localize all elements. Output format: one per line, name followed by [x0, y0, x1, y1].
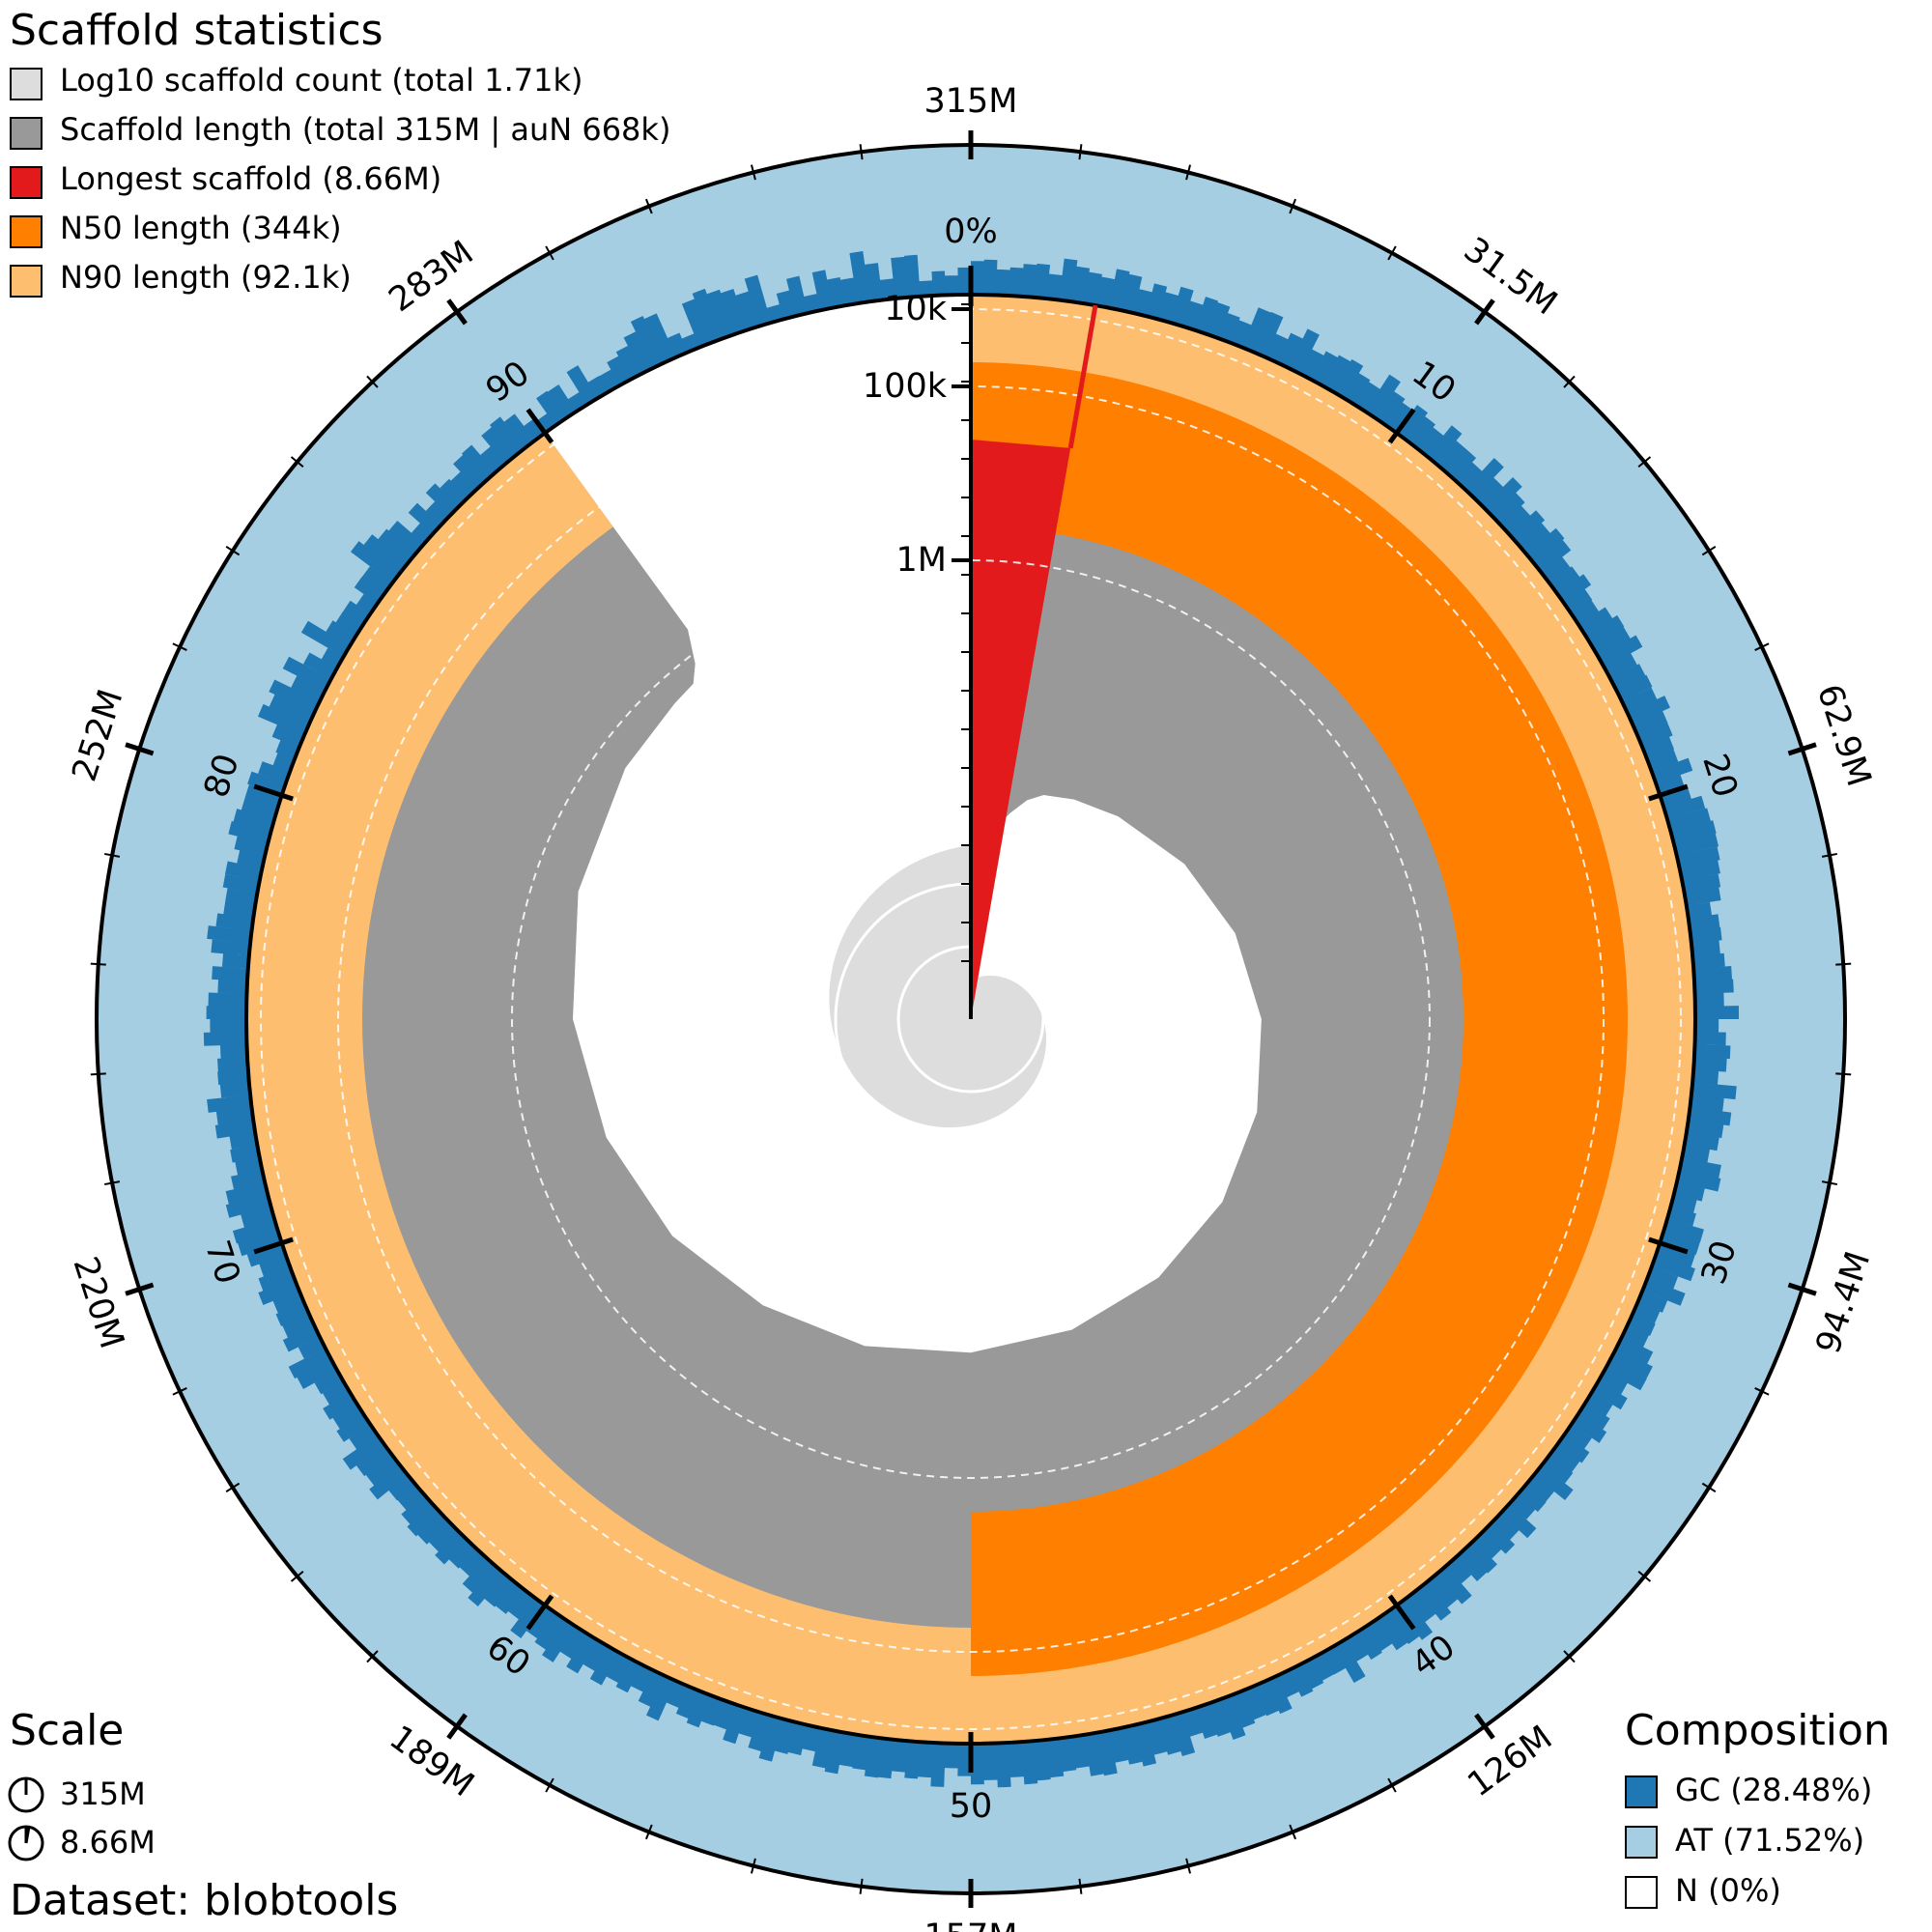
- outer-major-tick: [446, 1713, 468, 1740]
- outer-minor-tick: [1637, 1570, 1652, 1582]
- outer-minor-tick: [1821, 1180, 1838, 1186]
- outer-major-tick: [446, 298, 468, 326]
- legend-label: N90 length (92.1k): [60, 259, 352, 296]
- length-axis-label: 100k: [863, 367, 948, 406]
- outer-minor-tick: [290, 1570, 304, 1582]
- composition-swatch: [1625, 1776, 1658, 1808]
- scale-panel: Scale: [10, 1706, 124, 1755]
- outer-minor-tick: [644, 1824, 653, 1840]
- legend-swatch: [10, 265, 43, 298]
- legend: Scaffold statistics: [10, 6, 384, 55]
- composition-title: Composition: [1625, 1706, 1890, 1755]
- outer-minor-tick: [1078, 144, 1083, 160]
- outer-major-tick: [1474, 298, 1495, 326]
- percent-tick: [1648, 1236, 1689, 1255]
- outer-minor-tick: [366, 1650, 379, 1663]
- legend-label: Log10 scaffold count (total 1.71k): [60, 62, 583, 99]
- outer-minor-tick: [859, 144, 864, 160]
- outer-tick-label: 62.9M: [1809, 680, 1878, 791]
- scale-icon-hand: [24, 1826, 31, 1844]
- length-axis-label: 10k: [884, 290, 948, 328]
- outer-minor-tick: [1185, 164, 1192, 181]
- outer-minor-tick: [172, 1387, 187, 1396]
- longest-scaffold-wedge: [971, 440, 1071, 1019]
- outer-minor-tick: [1637, 456, 1652, 469]
- outer-minor-tick: [1835, 1072, 1852, 1076]
- outer-major-tick: [1474, 1713, 1495, 1740]
- legend-label: Scaffold length (total 315M | auN 668k): [60, 111, 671, 148]
- outer-minor-tick: [859, 1878, 864, 1894]
- legend-swatch: [10, 166, 43, 199]
- outer-minor-tick: [172, 642, 187, 651]
- outer-major-tick: [125, 742, 155, 756]
- scale-title: Scale: [10, 1706, 125, 1755]
- outer-minor-tick: [1289, 198, 1297, 214]
- outer-tick-label: 252M: [65, 685, 130, 786]
- composition-label: GC (28.48%): [1675, 1772, 1873, 1808]
- composition-panel: Composition: [1625, 1706, 1890, 1755]
- composition-swatch: [1625, 1876, 1658, 1909]
- outer-minor-tick: [366, 375, 379, 388]
- composition-label: AT (71.52%): [1675, 1822, 1865, 1859]
- outer-minor-tick: [290, 456, 304, 469]
- legend-swatch: [10, 68, 43, 100]
- outer-minor-tick: [1387, 1777, 1397, 1793]
- outer-major-tick: [125, 1282, 155, 1296]
- outer-major-tick: [1787, 742, 1817, 756]
- n50-ring: [971, 362, 1628, 1676]
- percent-tick: [526, 408, 554, 444]
- outer-tick-label: 94.4M: [1809, 1247, 1878, 1358]
- outer-minor-tick: [1821, 852, 1838, 858]
- outer-minor-tick: [225, 545, 241, 556]
- outer-minor-tick: [225, 1482, 241, 1493]
- outer-minor-tick: [1563, 1650, 1576, 1663]
- percent-tick: [526, 1594, 554, 1631]
- dataset-label: Dataset: blobtools: [10, 1876, 399, 1925]
- legend-label: N50 length (344k): [60, 210, 342, 246]
- scale-icons: [8, 1776, 44, 1861]
- legend-label: Longest scaffold (8.66M): [60, 160, 442, 197]
- outer-minor-tick: [1701, 1482, 1717, 1493]
- outer-minor-tick: [103, 852, 121, 858]
- legend-swatch: [10, 117, 43, 150]
- outer-minor-tick: [90, 1072, 106, 1076]
- percent-tick-label: 0%: [944, 213, 998, 251]
- outer-minor-tick: [90, 962, 106, 966]
- length-axis: 10k 100k 1M: [863, 290, 973, 1019]
- outer-minor-tick: [1754, 642, 1770, 651]
- outer-tick-label: 157M: [923, 1918, 1017, 1932]
- scale-label: 8.66M: [60, 1824, 156, 1861]
- percent-tick: [253, 1236, 294, 1255]
- composition-label: N (0%): [1675, 1872, 1781, 1909]
- outer-minor-tick: [103, 1180, 121, 1186]
- outer-tick-label: 315M: [923, 82, 1017, 121]
- outer-minor-tick: [1078, 1878, 1083, 1894]
- scale-label: 315M: [60, 1776, 146, 1812]
- outer-minor-tick: [644, 198, 653, 214]
- outer-minor-tick: [545, 1777, 554, 1793]
- percent-tick: [1387, 408, 1416, 444]
- outer-minor-tick: [1563, 375, 1576, 388]
- outer-minor-tick: [750, 1858, 756, 1874]
- outer-minor-tick: [1387, 245, 1397, 261]
- outer-minor-tick: [1701, 545, 1717, 556]
- outer-minor-tick: [750, 164, 756, 181]
- percent-tick-label: 50: [950, 1787, 993, 1826]
- outer-minor-tick: [545, 245, 554, 261]
- percent-tick: [1387, 1594, 1416, 1631]
- composition-swatch: [1625, 1826, 1658, 1859]
- chart-title: Scaffold statistics: [10, 6, 384, 55]
- outer-minor-tick: [1835, 962, 1852, 966]
- outer-tick-label: 220M: [65, 1252, 130, 1353]
- length-axis-label: 1M: [896, 541, 947, 580]
- percent-tick: [1648, 783, 1689, 802]
- outer-minor-tick: [1289, 1824, 1297, 1840]
- outer-major-tick: [1787, 1282, 1817, 1296]
- legend-swatch: [10, 215, 43, 248]
- outer-minor-tick: [1185, 1858, 1192, 1874]
- outer-minor-tick: [1754, 1387, 1770, 1396]
- percent-tick: [253, 783, 294, 802]
